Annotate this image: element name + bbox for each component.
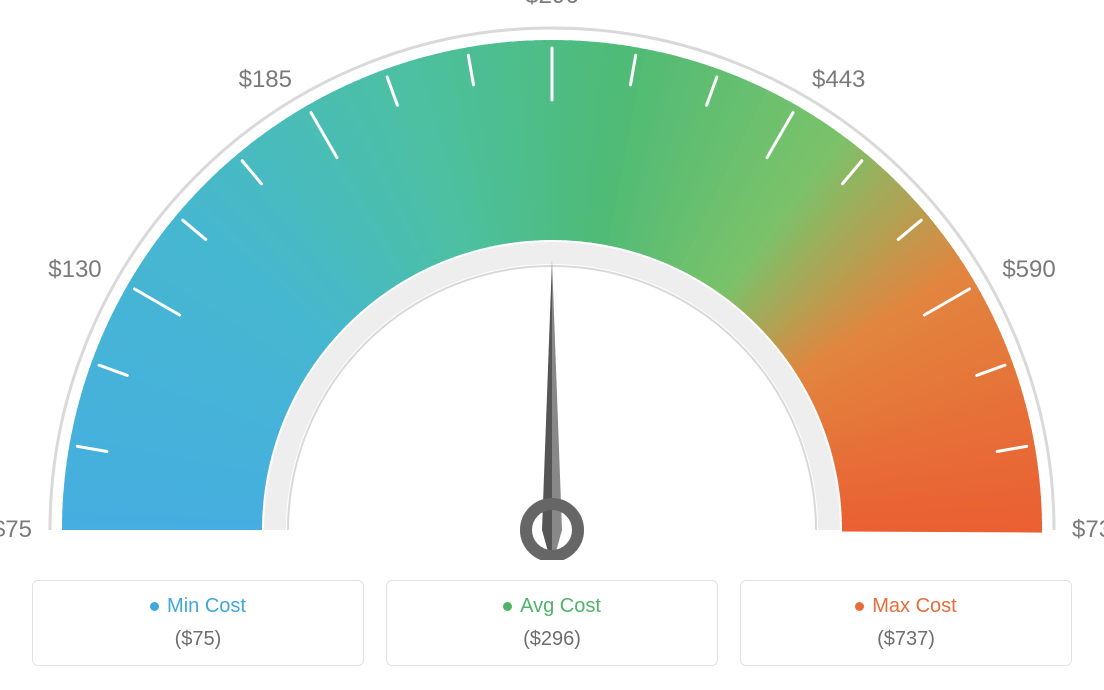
min-cost-title: Min Cost <box>150 595 246 618</box>
gauge-scale-label: $130 <box>48 256 101 284</box>
min-cost-card: Min Cost ($75) <box>32 580 364 666</box>
max-cost-card: Max Cost ($737) <box>740 580 1072 666</box>
min-cost-label: Min Cost <box>167 595 246 618</box>
dot-icon <box>503 602 512 611</box>
cost-gauge-chart: $75 $130 $185 $296 $443 $590 $737 Min Cost ($7… <box>0 0 1104 690</box>
gauge-scale-label: $185 <box>239 66 292 94</box>
dot-icon <box>150 602 159 611</box>
avg-cost-value: ($296) <box>397 628 707 651</box>
gauge-scale-label: $737 <box>1072 516 1104 544</box>
dot-icon <box>855 602 864 611</box>
gauge-scale-label: $443 <box>812 66 865 94</box>
max-cost-value: ($737) <box>751 628 1061 651</box>
gauge: $75 $130 $185 $296 $443 $590 $737 <box>0 0 1104 560</box>
max-cost-title: Max Cost <box>855 595 956 618</box>
gauge-scale-label: $590 <box>1002 256 1055 284</box>
gauge-scale-label: $75 <box>0 516 32 544</box>
avg-cost-title: Avg Cost <box>503 595 601 618</box>
avg-cost-label: Avg Cost <box>520 595 601 618</box>
avg-cost-card: Avg Cost ($296) <box>386 580 718 666</box>
min-cost-value: ($75) <box>43 628 353 651</box>
gauge-scale-label: $296 <box>525 0 578 10</box>
max-cost-label: Max Cost <box>872 595 956 618</box>
summary-cards: Min Cost ($75) Avg Cost ($296) Max Cost … <box>32 580 1072 666</box>
